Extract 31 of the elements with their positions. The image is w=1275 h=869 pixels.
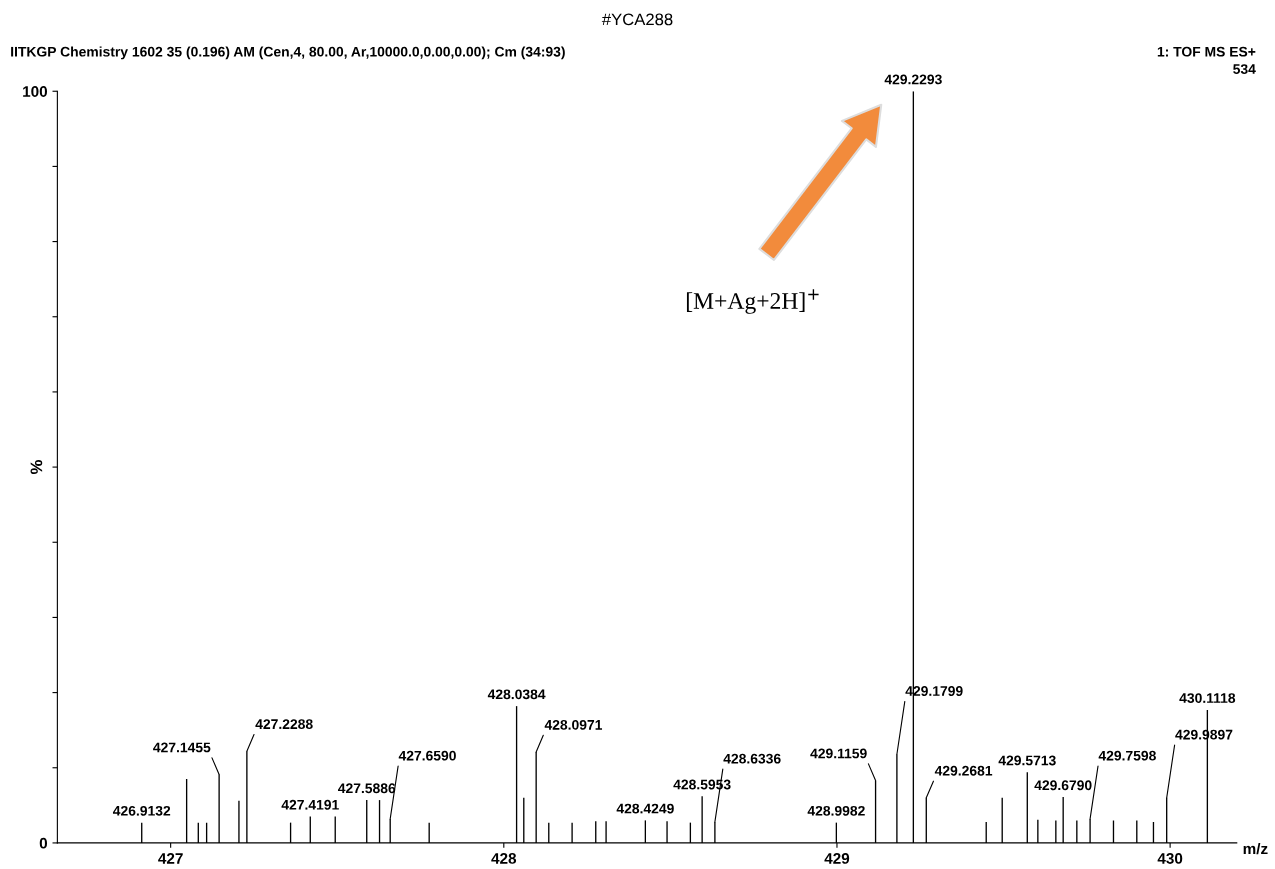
- annotation: 429.2681: [934, 765, 993, 776]
- x-tick-label: 427: [158, 853, 183, 864]
- text: 1: TOF MS ES+: [1157, 46, 1256, 57]
- y-tick-label: 100: [23, 86, 48, 97]
- annotation: 428.0384: [487, 689, 546, 700]
- annotation: 427.2288: [255, 719, 313, 730]
- annotation: 427.1455: [153, 742, 211, 753]
- annotation: 429.6790: [1034, 780, 1092, 791]
- annotation: 428.0971: [544, 719, 603, 730]
- annotation: 428.4249: [616, 803, 674, 814]
- y-tick-label: 0: [39, 837, 48, 849]
- x-axis-title: m/z: [1243, 842, 1268, 855]
- x-tick-label: 429: [824, 853, 850, 864]
- text: 534: [1233, 64, 1256, 75]
- annotation: 429.5713: [998, 755, 1056, 766]
- annotation: 427.5886: [337, 783, 396, 794]
- annotation: 429.1159: [810, 748, 867, 759]
- chart-title: #YCA288: [601, 13, 673, 26]
- annotation: 430.1118: [1179, 693, 1236, 703]
- annotation: 429.7598: [1098, 750, 1156, 761]
- x-tick-label: 428: [491, 853, 517, 864]
- annotation: 428.9982: [807, 805, 865, 816]
- annotation: 429.2293: [884, 74, 942, 85]
- annotation: 428.6336: [723, 753, 781, 764]
- annotation: 427.6590: [398, 750, 456, 761]
- annotation: [M+Ag+2H]$^{+}$: [686, 289, 819, 314]
- chart-subtitle: IITKGP Chemistry 1602 35 (0.196) AM (Cen,4, 80.00, Ar,10000.0,0.00,0.00); Cm (34:93): [11, 46, 565, 60]
- x-tick-label: 430: [1157, 853, 1183, 864]
- annotation: 426.9132: [112, 805, 171, 816]
- y-axis-title: %: [30, 460, 43, 475]
- annotation: 427.4191: [281, 799, 339, 810]
